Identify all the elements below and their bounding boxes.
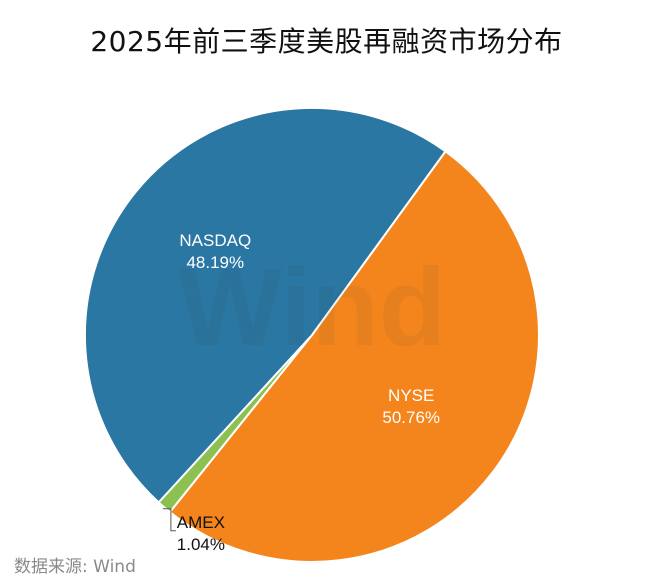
slice-label-nyse: NYSE [388, 386, 434, 405]
slice-value-nasdaq: 48.19% [186, 253, 244, 272]
slice-value-amex: 1.04% [177, 535, 225, 554]
pie-slice-nyse [168, 149, 540, 563]
leader-line-amex [162, 508, 176, 532]
slice-value-nyse: 50.76% [382, 408, 440, 427]
pie-labels: NYSE 50.76% AMEX 1.04% NASDAQ 48.19% [162, 231, 440, 554]
chart-title: 2025年前三季度美股再融资市场分布 [90, 25, 563, 58]
pie-slices [83, 107, 540, 563]
pie-slice-nasdaq [83, 107, 447, 504]
source-note: 数据来源: Wind [14, 557, 136, 577]
slice-label-amex: AMEX [177, 513, 225, 532]
watermark: Wind [178, 246, 446, 369]
slice-label-nasdaq: NASDAQ [179, 231, 251, 250]
